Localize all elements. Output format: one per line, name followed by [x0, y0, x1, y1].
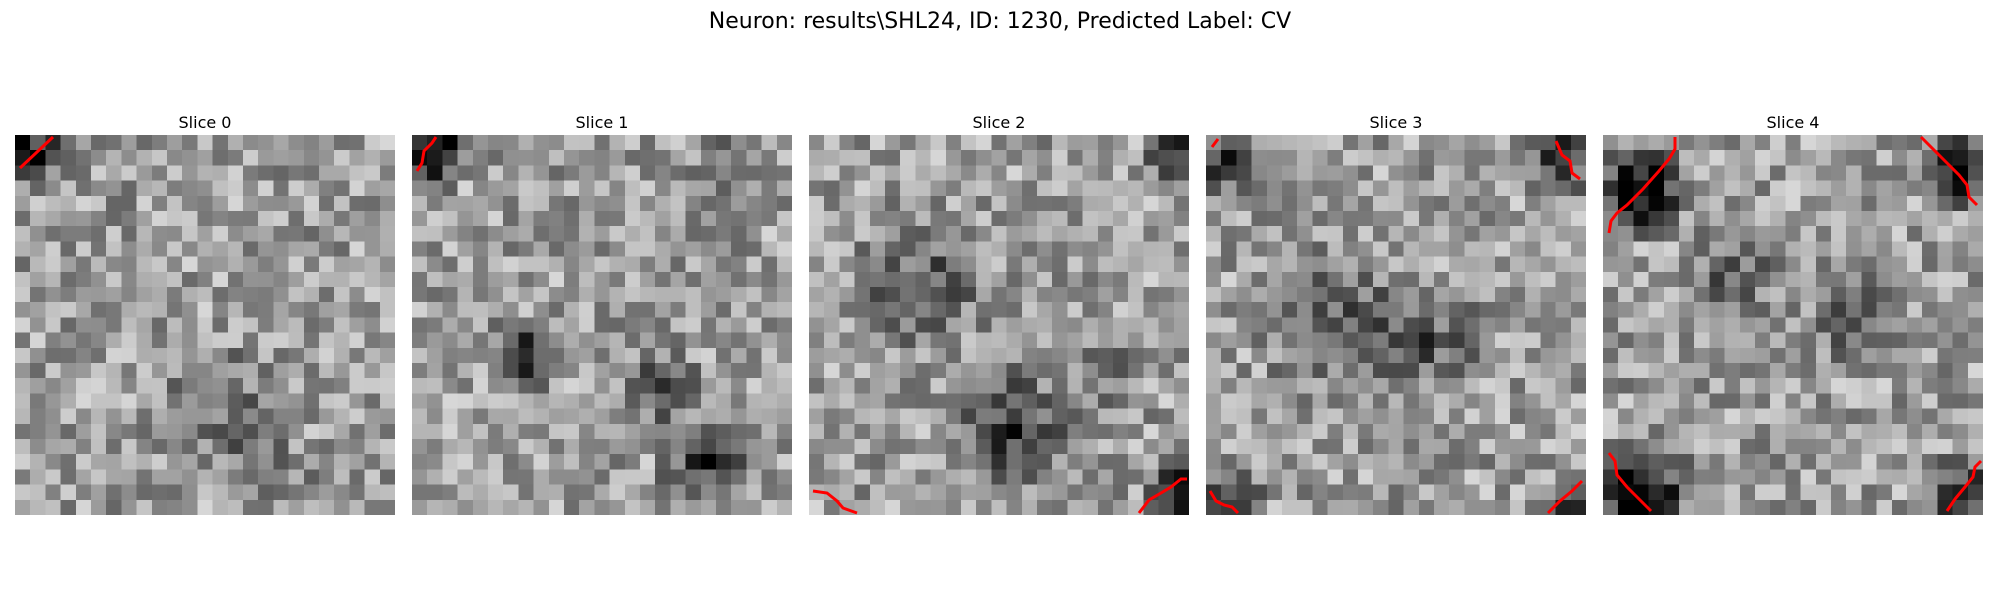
grayscale-image: [412, 135, 792, 515]
roi-contour: [1546, 479, 1584, 515]
roi-contour: [1607, 452, 1653, 513]
roi-contour: [415, 136, 438, 172]
roi-contour: [18, 135, 55, 170]
slice-image: [412, 135, 792, 515]
grayscale-image: [809, 135, 1189, 515]
slice-panel-0: Slice 0: [15, 113, 395, 515]
grayscale-image: [1206, 135, 1586, 515]
contour-overlay: [1607, 135, 1983, 513]
roi-contour: [1945, 459, 1983, 512]
contour-overlay: [812, 477, 1187, 515]
slice-title: Slice 4: [1766, 113, 1820, 132]
slice-title: Slice 0: [178, 113, 232, 132]
slice-panel-3: Slice 3: [1206, 113, 1586, 515]
slice-image: [1206, 135, 1586, 515]
roi-contour: [1607, 137, 1677, 234]
slice-image: [809, 135, 1189, 515]
contour-overlay: [415, 136, 438, 172]
roi-contour: [1919, 135, 1979, 207]
figure-title: Neuron: results\SHL24, ID: 1230, Predict…: [708, 9, 1292, 34]
slice-image: [15, 135, 395, 515]
slice-panel-4: Slice 4: [1603, 113, 1983, 515]
slice-image: [1603, 135, 1983, 515]
roi-contour: [1208, 490, 1240, 515]
contour-overlay: [18, 135, 55, 170]
contour-overlay: [1208, 138, 1584, 515]
grayscale-image: [1603, 135, 1983, 515]
roi-contour: [1554, 140, 1581, 181]
roi-contour: [1210, 138, 1220, 148]
roi-contour: [1137, 477, 1187, 514]
slice-title: Slice 2: [972, 113, 1026, 132]
slice-panel-1: Slice 1: [412, 113, 792, 515]
slice-title: Slice 3: [1369, 113, 1423, 132]
slice-panel-2: Slice 2: [809, 113, 1189, 515]
slice-title: Slice 1: [575, 113, 629, 132]
grayscale-image: [15, 135, 395, 515]
roi-contour: [812, 489, 858, 515]
